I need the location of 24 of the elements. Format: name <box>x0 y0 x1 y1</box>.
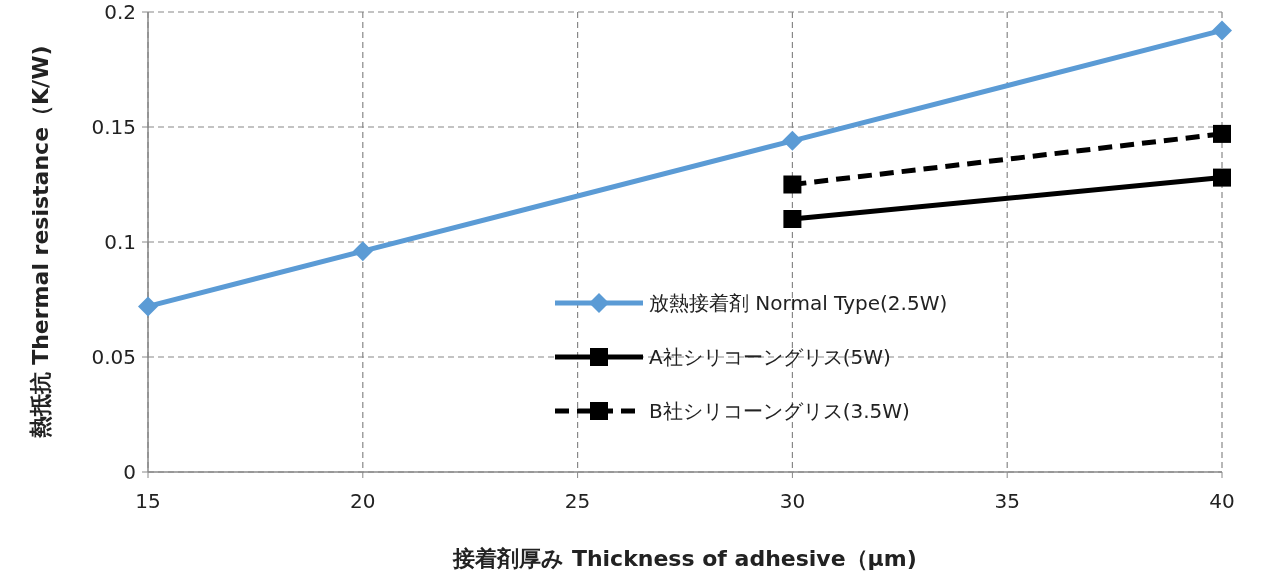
point <box>138 296 158 317</box>
x-tick-label: 40 <box>1209 489 1235 513</box>
x-tick-label: 30 <box>779 489 806 513</box>
point <box>782 130 803 151</box>
point <box>783 210 802 228</box>
y-tick-label: 0 <box>123 460 136 484</box>
legend-label: B社シリコーングリス(3.5W) <box>649 399 910 423</box>
y-tick-label: 0.15 <box>91 115 136 139</box>
y-tick-label: 0.1 <box>104 230 136 254</box>
y-tick-label: 0.05 <box>91 345 136 369</box>
x-tick-label: 15 <box>135 489 161 513</box>
legend-label: A社シリコーングリス(5W) <box>649 345 891 369</box>
legend-label: 放熱接着剤 Normal Type(2.5W) <box>649 291 948 315</box>
point <box>1213 168 1231 187</box>
x-tick-label: 25 <box>564 489 591 513</box>
x-tick-label: 20 <box>350 489 376 513</box>
point <box>1212 20 1232 41</box>
y-axis-title: 熱抵抗 Thermal resistance（K/W) <box>28 45 53 440</box>
x-tick-label: 35 <box>994 489 1020 513</box>
x-axis-title: 接着剤厚み Thickness of adhesive（µm) <box>452 546 917 571</box>
point <box>1213 124 1231 143</box>
point <box>352 241 373 262</box>
y-tick-label: 0.2 <box>104 0 136 24</box>
point <box>783 175 802 194</box>
